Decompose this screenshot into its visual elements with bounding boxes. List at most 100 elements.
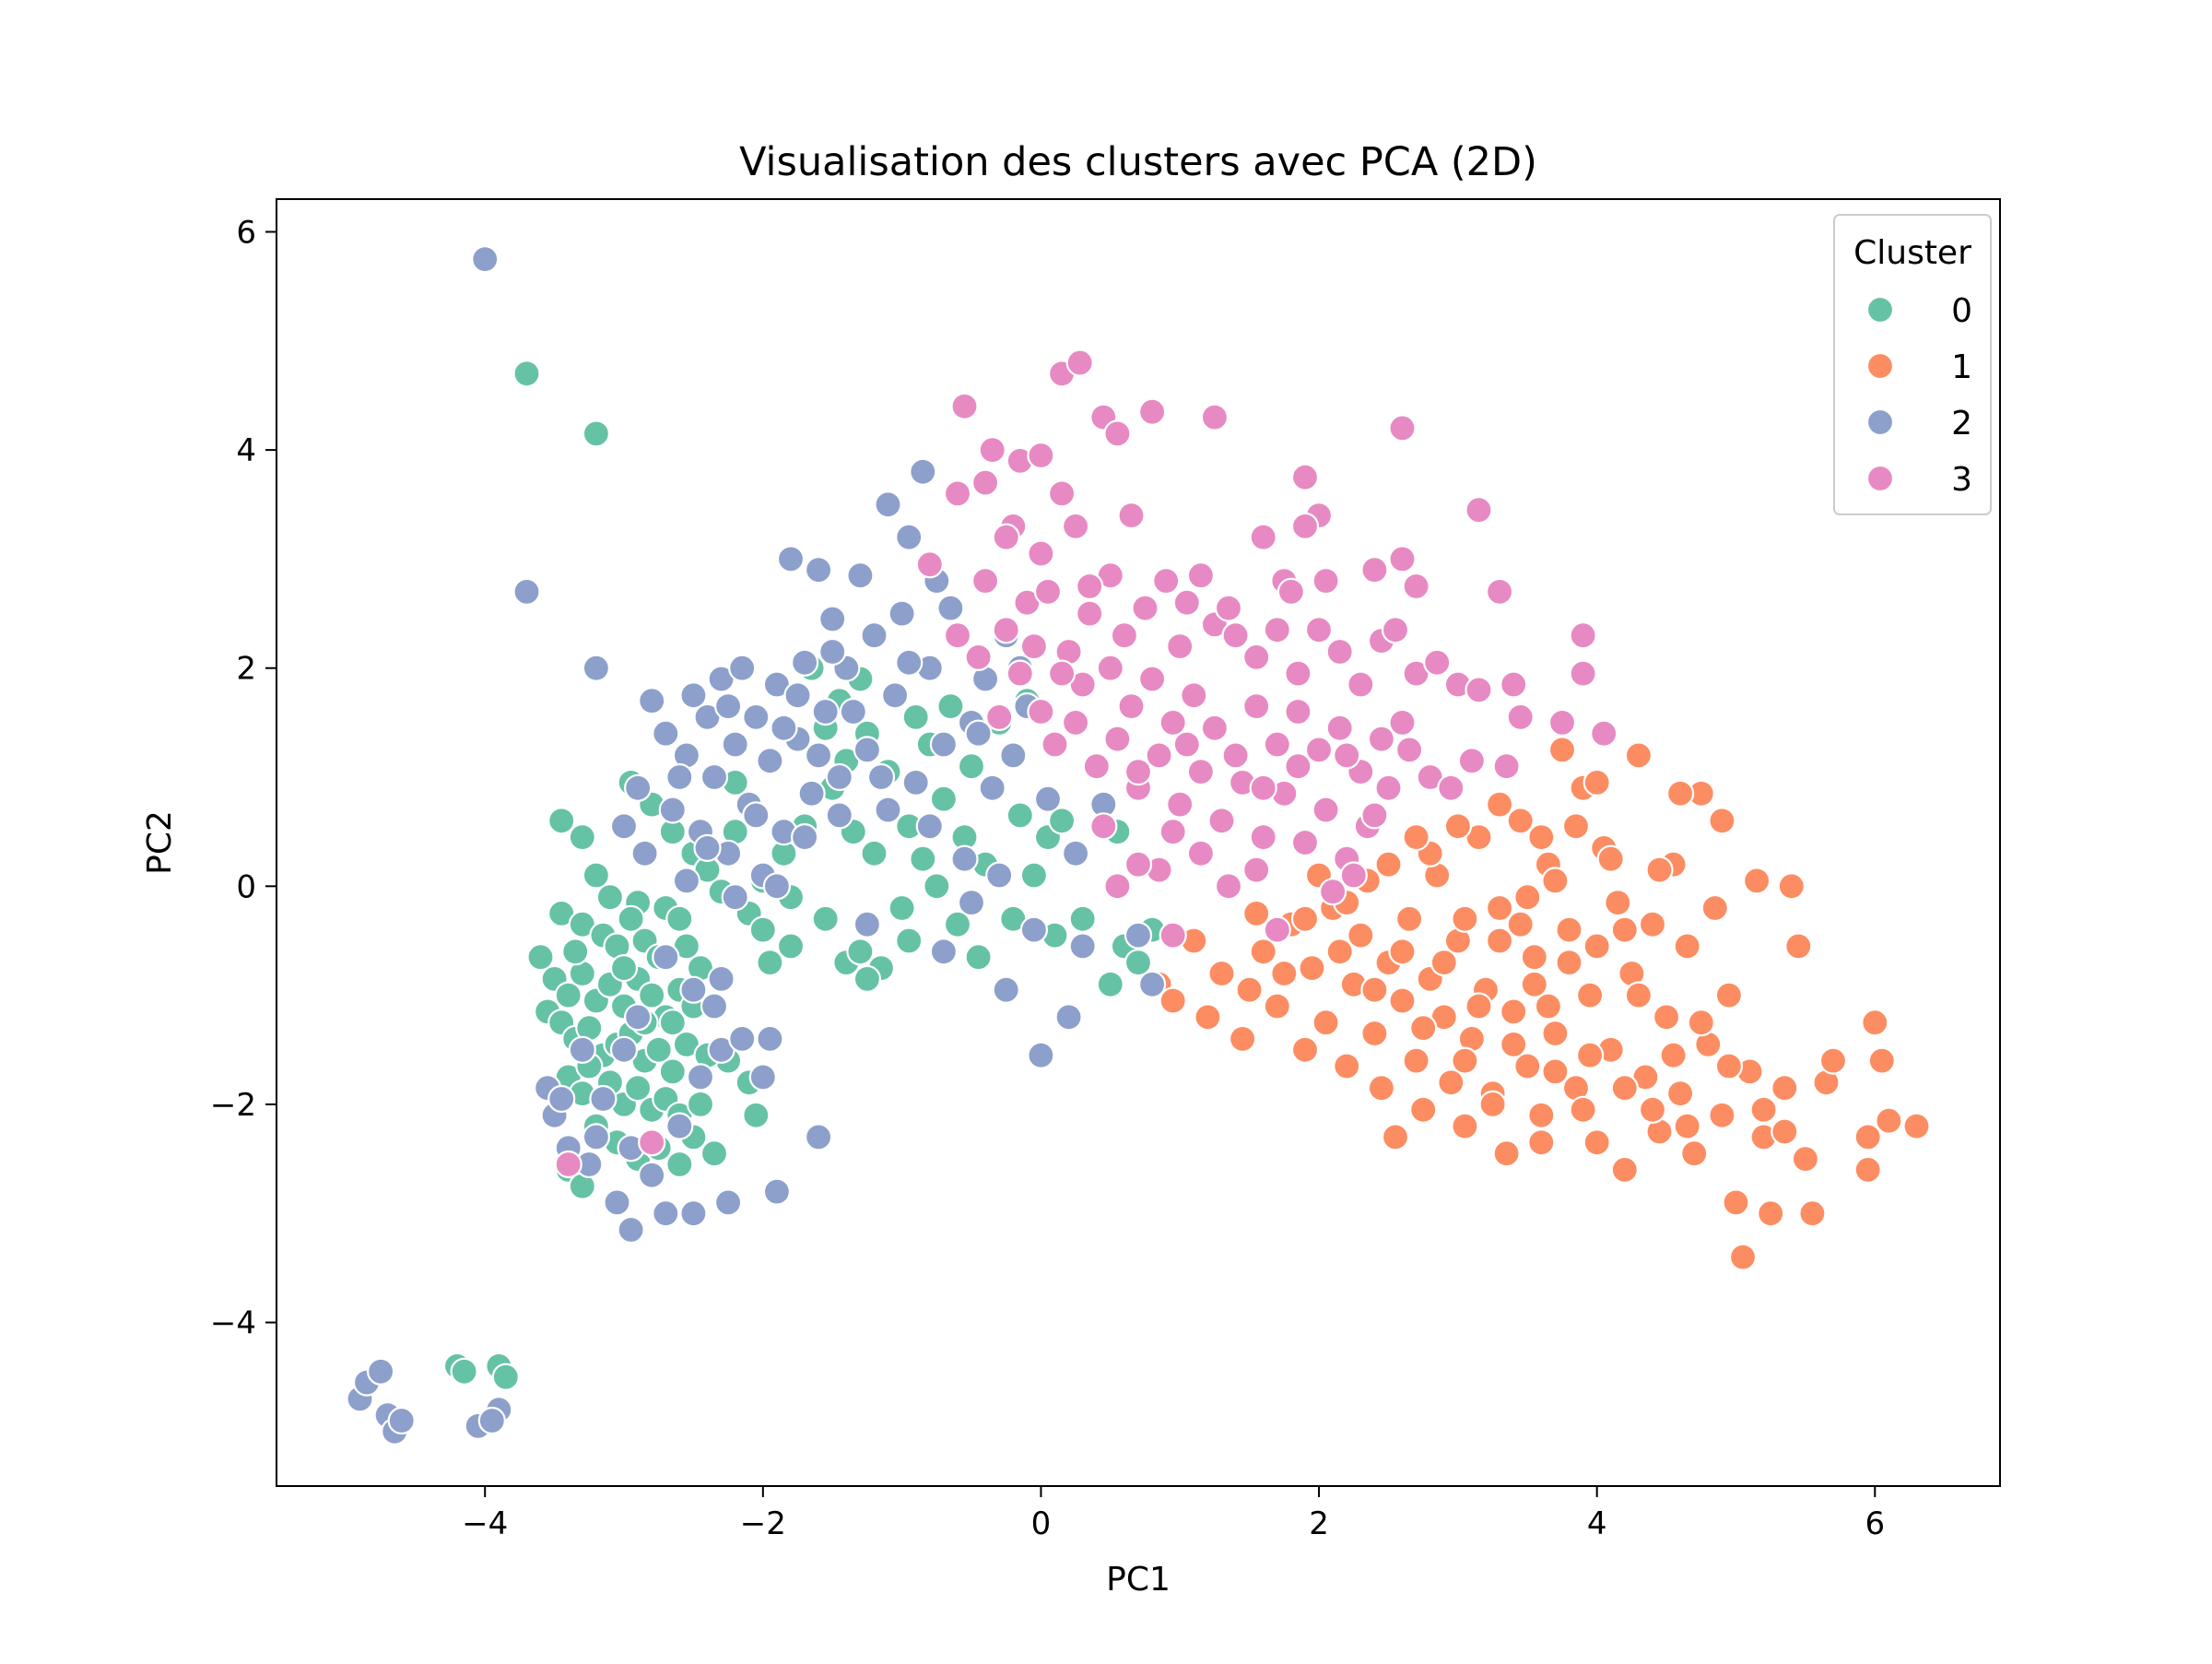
data-point <box>700 992 729 1021</box>
data-point <box>638 687 666 715</box>
data-point <box>1402 822 1430 852</box>
data-point <box>1437 1068 1465 1097</box>
data-point <box>1541 1057 1570 1086</box>
data-point <box>790 648 819 677</box>
legend-title: Cluster <box>1853 234 1971 272</box>
x-tick-label: −4 <box>462 1505 508 1542</box>
data-point <box>609 812 639 841</box>
data-point <box>623 773 653 802</box>
y-tick-label: 6 <box>236 214 256 251</box>
data-point <box>1527 1101 1556 1129</box>
data-point <box>1166 790 1194 819</box>
data-point <box>1006 659 1034 688</box>
data-point <box>1117 691 1146 721</box>
legend-entry: 0 <box>1865 292 1972 330</box>
data-point <box>658 1057 687 1086</box>
data-point <box>1610 1074 1639 1103</box>
data-point <box>1194 1003 1222 1032</box>
data-point <box>742 801 771 830</box>
data-point <box>825 801 853 830</box>
data-point <box>1388 414 1417 443</box>
data-point <box>866 762 896 792</box>
data-point <box>1207 807 1236 835</box>
data-point <box>978 436 1006 465</box>
data-point <box>915 812 944 841</box>
data-point <box>1360 556 1389 584</box>
chart-title: Visualisation des clusters avec PCA (2D) <box>739 139 1537 185</box>
data-point <box>1457 747 1487 775</box>
data-point <box>1506 807 1535 835</box>
data-point <box>790 822 819 852</box>
data-point <box>1061 839 1090 867</box>
data-point <box>1124 850 1153 879</box>
y-tick-label: 0 <box>236 868 256 905</box>
data-point <box>811 904 840 933</box>
data-point <box>1541 1019 1570 1048</box>
data-point <box>1159 986 1187 1015</box>
legend-marker <box>1865 407 1895 437</box>
data-point <box>1451 1046 1479 1075</box>
data-point <box>1339 861 1368 890</box>
data-point <box>1771 1074 1799 1103</box>
data-point <box>1547 708 1577 738</box>
data-point <box>658 1009 687 1037</box>
legend-label: 3 <box>1951 461 1972 499</box>
data-point <box>888 599 916 628</box>
data-point <box>568 1035 596 1064</box>
data-point <box>1214 594 1243 622</box>
data-point <box>1861 1009 1889 1037</box>
data-point <box>1096 970 1124 998</box>
data-point <box>964 943 993 972</box>
data-point <box>1249 773 1277 802</box>
data-point <box>985 702 1014 732</box>
data-point <box>1249 938 1277 966</box>
legend-entry: 2 <box>1865 405 1972 443</box>
data-point <box>609 953 639 983</box>
data-point <box>1263 915 1291 944</box>
data-point <box>1714 981 1744 1009</box>
data-point <box>1443 812 1473 841</box>
data-point <box>1124 948 1153 977</box>
data-point <box>1137 397 1167 426</box>
data-point <box>1304 616 1334 644</box>
data-point <box>853 910 882 938</box>
y-tick-label: 2 <box>236 651 256 688</box>
legend-marker <box>1865 464 1895 493</box>
data-point <box>943 479 972 508</box>
data-point <box>1569 659 1597 688</box>
data-point <box>1068 932 1097 961</box>
data-point <box>936 594 965 622</box>
data-point <box>1388 938 1417 966</box>
data-point <box>1284 697 1312 726</box>
data-point <box>1610 915 1639 944</box>
data-point <box>957 888 986 917</box>
data-point <box>748 915 777 944</box>
data-point <box>630 839 659 867</box>
data-point <box>1722 1188 1750 1217</box>
data-point <box>526 943 555 972</box>
data-point <box>923 872 951 901</box>
data-point <box>1076 572 1104 601</box>
data-point <box>721 730 749 759</box>
data-point <box>728 1024 757 1054</box>
data-point <box>686 1063 715 1092</box>
data-point <box>776 932 806 961</box>
legend-entry: 1 <box>1865 348 1972 386</box>
data-point <box>1513 1052 1542 1080</box>
data-point <box>1172 730 1201 759</box>
data-point <box>491 1363 520 1391</box>
data-point <box>929 785 959 813</box>
data-point <box>880 681 910 710</box>
data-point <box>1137 970 1167 998</box>
data-point <box>1818 1046 1848 1075</box>
data-point <box>888 893 916 923</box>
data-point <box>1465 496 1493 525</box>
data-point <box>1875 1106 1903 1135</box>
data-point <box>672 867 701 895</box>
data-point <box>943 910 972 938</box>
data-point <box>1312 1009 1340 1037</box>
data-point <box>1124 757 1153 786</box>
data-point <box>1465 992 1493 1021</box>
data-point <box>1520 943 1548 972</box>
